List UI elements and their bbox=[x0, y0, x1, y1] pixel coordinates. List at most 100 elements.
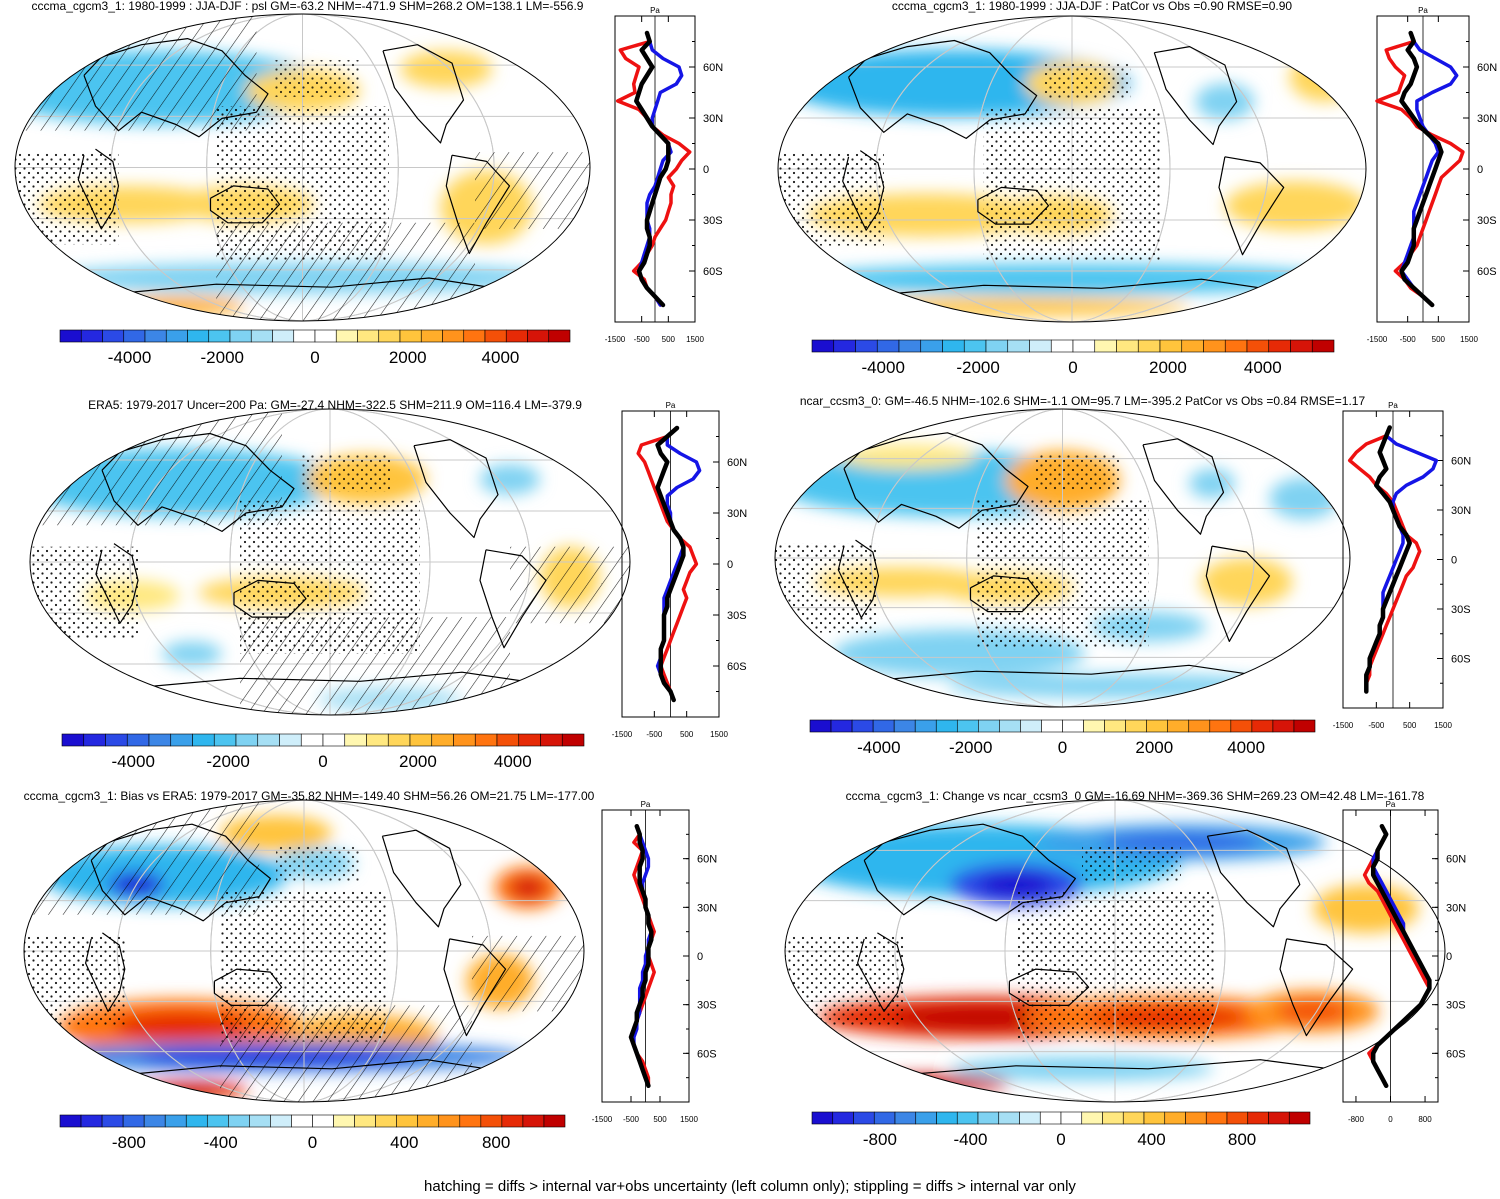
map-border bbox=[23, 799, 585, 1103]
colorbar-bin-15 bbox=[1125, 719, 1147, 733]
coastline-5 bbox=[878, 664, 1270, 681]
colorbar-bin-7 bbox=[963, 339, 987, 353]
colorbar-label-2: 0 bbox=[1056, 1130, 1065, 1149]
colorbar-bin-16 bbox=[399, 329, 422, 343]
colorbar-bin-11 bbox=[1039, 1111, 1062, 1125]
hatching-region bbox=[240, 617, 510, 715]
colorbar-bin-3 bbox=[876, 339, 900, 353]
zonal-profile: Pa 60N 30N 0 30S 60S -800 0 800 bbox=[1342, 800, 1466, 1124]
profile-line-red bbox=[1347, 425, 1422, 694]
colorbar-bin-5 bbox=[170, 733, 193, 747]
colorbar-bin-19 bbox=[1209, 719, 1232, 733]
map-area bbox=[775, 409, 1350, 707]
profile-lat-label-3: 30S bbox=[1477, 215, 1497, 227]
profile-lat-label-0: 60N bbox=[697, 854, 717, 866]
stippling-region bbox=[30, 546, 138, 639]
coastline-2 bbox=[969, 575, 1041, 613]
colorbar-bin-14 bbox=[366, 733, 389, 747]
profile-line-black bbox=[655, 425, 686, 703]
colorbar-bin-8 bbox=[985, 339, 1009, 353]
profile-lat-label-0: 60N bbox=[703, 62, 723, 74]
coastline-0 bbox=[101, 432, 295, 533]
stippling-region bbox=[24, 935, 125, 1027]
colorbar-bin-10 bbox=[1029, 339, 1052, 353]
colorbar-bin-0 bbox=[61, 733, 85, 747]
colorbar-bin-7 bbox=[956, 1111, 979, 1125]
colorbar-bin-13 bbox=[333, 1114, 355, 1128]
coastline-2 bbox=[233, 579, 307, 618]
profile-line-blue bbox=[637, 31, 684, 307]
coastline-1 bbox=[77, 148, 120, 230]
colorbar-bin-9 bbox=[257, 733, 280, 747]
colorbar-bin-7 bbox=[956, 719, 979, 733]
colorbar-bin-11 bbox=[1050, 339, 1074, 353]
colorbar-bin-8 bbox=[977, 1111, 1000, 1125]
colorbar-bin-17 bbox=[431, 733, 454, 747]
colorbar-bin-9 bbox=[999, 719, 1021, 733]
colorbar-bin-0 bbox=[59, 1114, 82, 1128]
colorbar-bin-21 bbox=[1251, 719, 1274, 733]
colorbar-bin-19 bbox=[1205, 1111, 1228, 1125]
profile-lat-label-2: 0 bbox=[1446, 951, 1452, 963]
coastline-4 bbox=[1279, 938, 1354, 1037]
colorbar-bin-23 bbox=[543, 1114, 566, 1128]
colorbar-bin-15 bbox=[1122, 1111, 1145, 1125]
profile-unit-label: Pa bbox=[1386, 800, 1396, 809]
colorbar-label-4: 4000 bbox=[494, 752, 532, 771]
colorbar-label-3: 2000 bbox=[389, 348, 427, 367]
hatching-region bbox=[15, 14, 257, 131]
colorbar-bin-23 bbox=[1293, 719, 1316, 733]
coastline-5 bbox=[137, 671, 547, 689]
profile-x-label-0: -1500 bbox=[592, 1115, 613, 1124]
profile-x-label-2: 500 bbox=[662, 335, 676, 344]
profile-lat-label-1: 30N bbox=[1451, 505, 1471, 517]
colorbar-bin-22 bbox=[1272, 719, 1295, 733]
hatching-region bbox=[472, 935, 584, 1012]
longitude-gridline bbox=[1004, 800, 1226, 1102]
colorbar-bin-12 bbox=[322, 733, 346, 747]
coastline-4 bbox=[445, 154, 511, 255]
profile-lat-label-4: 60S bbox=[1446, 1048, 1466, 1060]
profile-lat-label-4: 60S bbox=[703, 266, 723, 278]
colorbar-bin-23 bbox=[1311, 339, 1335, 353]
profile-x-label-3: 1500 bbox=[1460, 335, 1478, 344]
colorbar-bin-21 bbox=[1247, 1111, 1269, 1125]
profile-lat-label-4: 60S bbox=[1451, 654, 1471, 666]
colorbar-bin-17 bbox=[420, 329, 443, 343]
colorbar-bin-14 bbox=[1104, 719, 1126, 733]
colorbar-bin-19 bbox=[463, 329, 486, 343]
colorbar-bin-1 bbox=[830, 719, 853, 733]
anomaly-blob-8 bbox=[950, 1056, 1214, 1081]
profile-line-black bbox=[634, 30, 671, 308]
colorbar-bin-13 bbox=[335, 329, 358, 343]
zonal-profile: Pa 60N 30N 0 30S 60S -1500 -500 500 1500 bbox=[612, 401, 747, 739]
panel-title: cccma_cgcm3_1: 1980-1999 : JJA-DJF : psl… bbox=[32, 0, 584, 13]
colorbar-bin-12 bbox=[1072, 339, 1096, 353]
colorbar-bin-4 bbox=[898, 339, 922, 353]
colorbar-bin-10 bbox=[270, 1114, 292, 1128]
colorbar-bin-8 bbox=[235, 733, 259, 747]
colorbar-bin-15 bbox=[387, 733, 411, 747]
colorbar-bin-11 bbox=[300, 733, 324, 747]
stippling-region bbox=[1033, 453, 1120, 490]
colorbar-bin-22 bbox=[522, 1114, 545, 1128]
colorbar-bin-22 bbox=[1290, 339, 1313, 353]
coastline-5 bbox=[903, 1059, 1353, 1076]
map-border bbox=[774, 408, 1351, 708]
profile-unit-label: Pa bbox=[666, 401, 676, 410]
coastline-5 bbox=[124, 1059, 506, 1076]
colorbar-bin-8 bbox=[228, 1114, 250, 1128]
profile-x-label-3: 1500 bbox=[1434, 721, 1452, 730]
colorbar-bin-4 bbox=[143, 1114, 166, 1128]
colorbar-bin-4 bbox=[894, 1111, 917, 1125]
colorbar-bin-7 bbox=[213, 733, 237, 747]
hatching-region bbox=[24, 800, 260, 915]
colorbar-bin-13 bbox=[1081, 1111, 1103, 1125]
profile-x-label-1: 0 bbox=[1388, 1115, 1393, 1124]
anomaly-blob-6 bbox=[162, 641, 222, 667]
coastline-3 bbox=[413, 439, 499, 539]
colorbar-bin-2 bbox=[105, 733, 128, 747]
profile-lat-label-0: 60N bbox=[1477, 62, 1497, 74]
colorbar-bin-17 bbox=[1167, 719, 1190, 733]
colorbar-label-3: 2000 bbox=[399, 752, 437, 771]
